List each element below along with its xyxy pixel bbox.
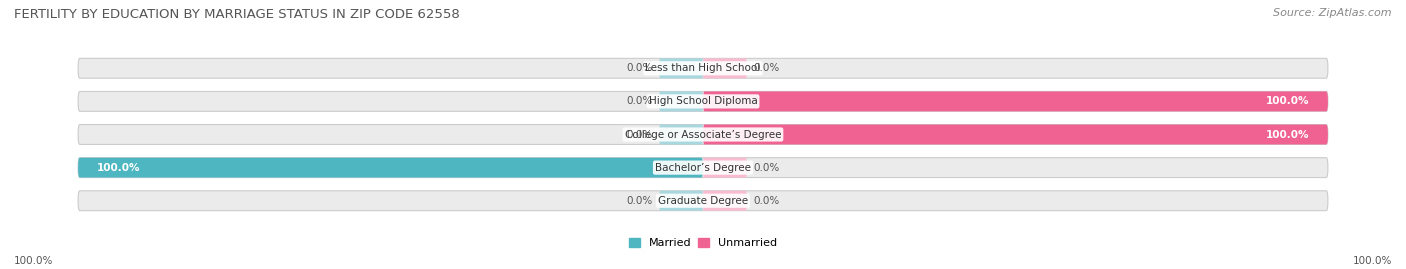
Text: 100.0%: 100.0% (97, 162, 141, 173)
Text: Less than High School: Less than High School (645, 63, 761, 73)
Text: 0.0%: 0.0% (627, 63, 652, 73)
Text: 0.0%: 0.0% (754, 63, 779, 73)
Text: 100.0%: 100.0% (1353, 256, 1392, 266)
FancyBboxPatch shape (659, 58, 703, 78)
Text: High School Diploma: High School Diploma (648, 96, 758, 107)
FancyBboxPatch shape (703, 58, 747, 78)
Text: College or Associate’s Degree: College or Associate’s Degree (624, 129, 782, 140)
Text: Bachelor’s Degree: Bachelor’s Degree (655, 162, 751, 173)
Legend: Married, Unmarried: Married, Unmarried (624, 234, 782, 253)
FancyBboxPatch shape (79, 58, 1327, 78)
FancyBboxPatch shape (659, 91, 703, 111)
FancyBboxPatch shape (659, 125, 703, 144)
FancyBboxPatch shape (703, 125, 1327, 144)
FancyBboxPatch shape (79, 125, 1327, 144)
Text: 0.0%: 0.0% (754, 196, 779, 206)
FancyBboxPatch shape (79, 191, 1327, 211)
Text: 0.0%: 0.0% (754, 162, 779, 173)
FancyBboxPatch shape (703, 91, 1327, 111)
FancyBboxPatch shape (703, 158, 747, 178)
Text: 0.0%: 0.0% (627, 96, 652, 107)
Text: 100.0%: 100.0% (1265, 96, 1309, 107)
Text: 100.0%: 100.0% (14, 256, 53, 266)
FancyBboxPatch shape (79, 91, 1327, 111)
FancyBboxPatch shape (79, 158, 703, 178)
FancyBboxPatch shape (659, 191, 703, 211)
FancyBboxPatch shape (703, 191, 747, 211)
Text: Graduate Degree: Graduate Degree (658, 196, 748, 206)
Text: FERTILITY BY EDUCATION BY MARRIAGE STATUS IN ZIP CODE 62558: FERTILITY BY EDUCATION BY MARRIAGE STATU… (14, 8, 460, 21)
Text: 0.0%: 0.0% (627, 196, 652, 206)
FancyBboxPatch shape (79, 158, 1327, 178)
Text: Source: ZipAtlas.com: Source: ZipAtlas.com (1274, 8, 1392, 18)
Text: 100.0%: 100.0% (1265, 129, 1309, 140)
Text: 0.0%: 0.0% (627, 129, 652, 140)
